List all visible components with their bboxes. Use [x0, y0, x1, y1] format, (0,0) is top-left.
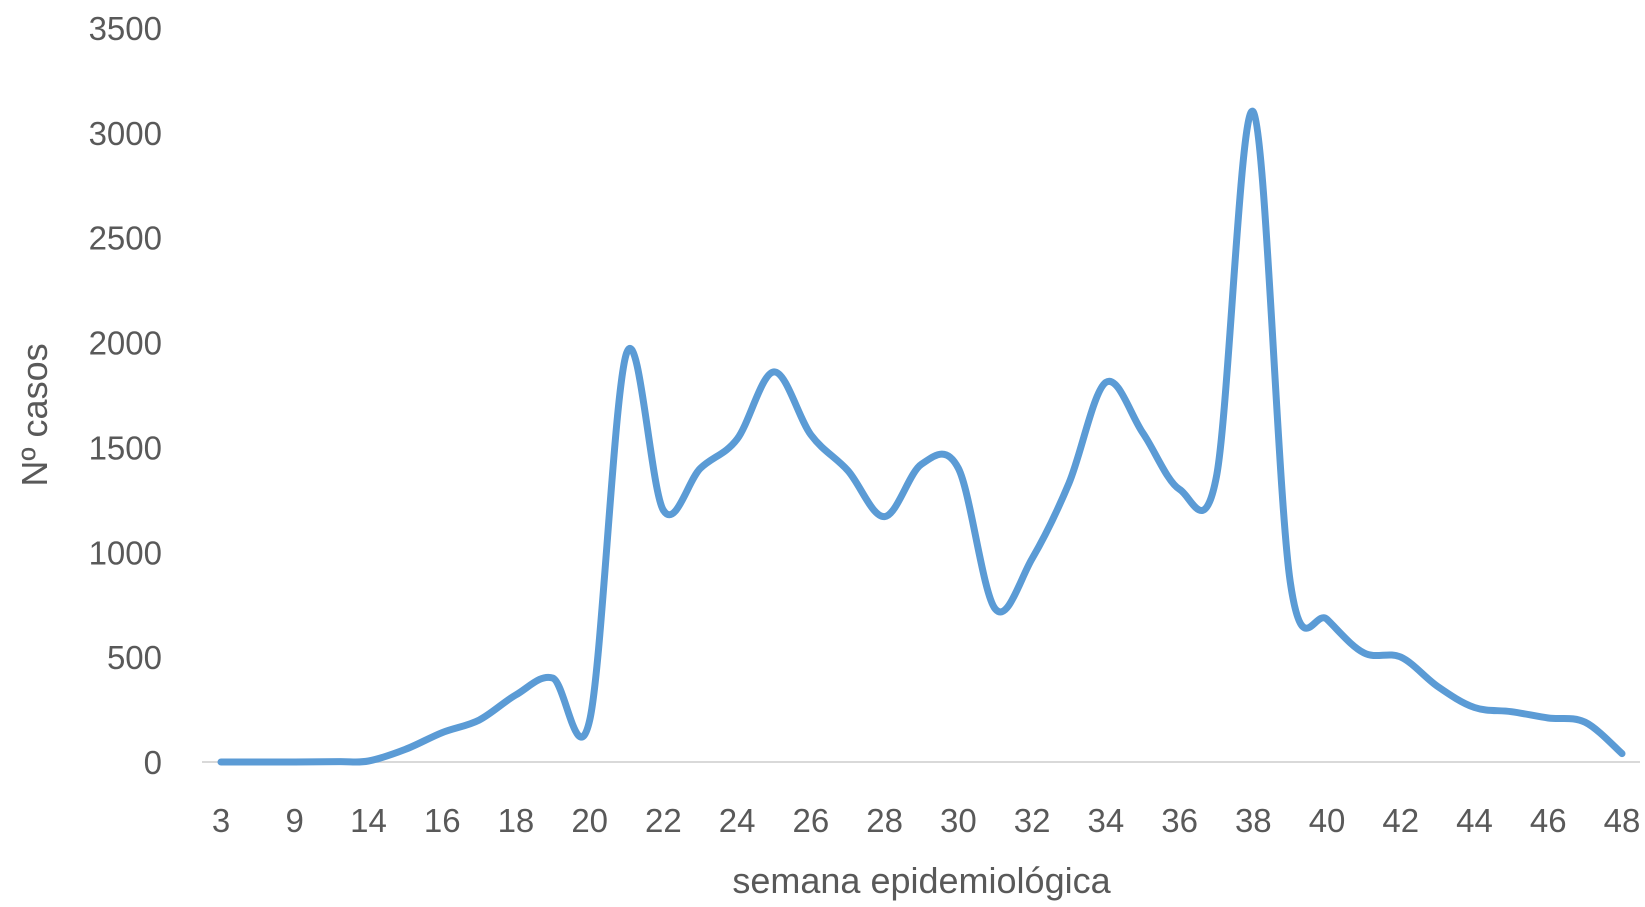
x-tick-label: 22 [645, 802, 682, 839]
series-line [217, 108, 1626, 766]
x-tick-label: 34 [1087, 802, 1124, 839]
x-tick-label: 18 [498, 802, 535, 839]
x-tick-label: 3 [212, 802, 230, 839]
y-tick-label: 2000 [89, 325, 162, 362]
x-tick-label: 9 [286, 802, 304, 839]
y-axis-ticks: 0 500 1000 1500 2000 2500 3000 3500 [89, 10, 162, 781]
x-axis-title: semana epidemiológica [732, 860, 1111, 901]
x-tick-label: 30 [940, 802, 977, 839]
y-tick-label: 1000 [89, 534, 162, 571]
x-tick-label: 48 [1604, 802, 1641, 839]
x-tick-label: 28 [866, 802, 903, 839]
y-tick-label: 3500 [89, 10, 162, 47]
x-tick-label: 38 [1235, 802, 1272, 839]
x-tick-label: 42 [1382, 802, 1419, 839]
x-tick-label: 20 [571, 802, 608, 839]
y-tick-label: 1500 [89, 429, 162, 466]
y-tick-label: 2500 [89, 220, 162, 257]
x-tick-label: 16 [424, 802, 461, 839]
x-tick-label: 26 [793, 802, 830, 839]
x-tick-label: 32 [1014, 802, 1051, 839]
x-tick-label: 40 [1309, 802, 1346, 839]
x-tick-label: 36 [1161, 802, 1198, 839]
x-tick-label: 24 [719, 802, 756, 839]
y-tick-label: 500 [107, 639, 162, 676]
y-axis-title: Nº casos [14, 343, 55, 486]
x-tick-label: 14 [350, 802, 387, 839]
y-tick-label: 3000 [89, 115, 162, 152]
x-tick-label: 44 [1456, 802, 1493, 839]
y-tick-label: 0 [144, 744, 162, 781]
x-tick-label: 46 [1530, 802, 1567, 839]
x-axis-ticks: 3 9 14 16 18 20 22 24 26 28 30 32 34 36 38 40 42 44 46 48 [212, 802, 1641, 839]
